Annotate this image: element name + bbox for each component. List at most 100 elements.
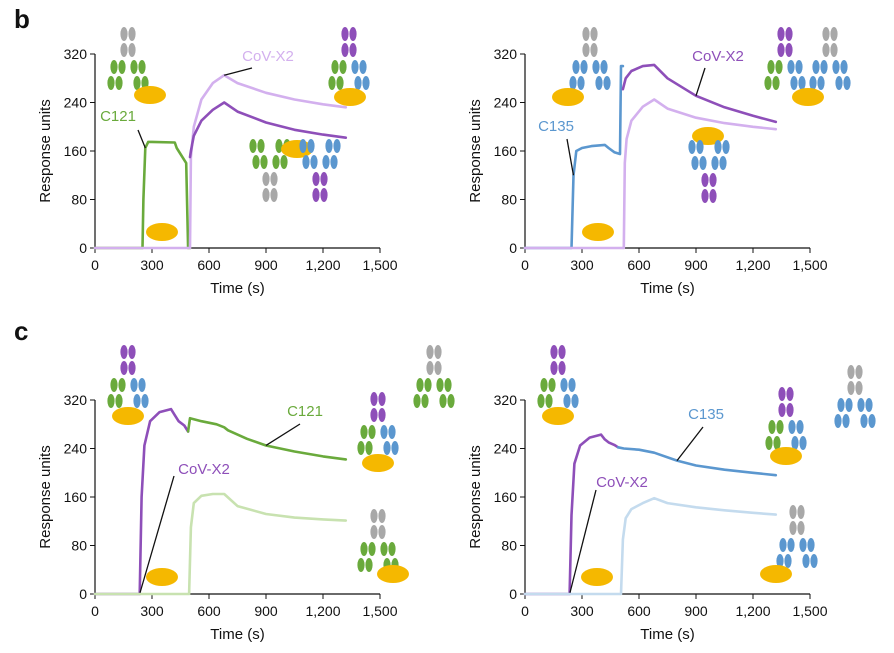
series-leader-line xyxy=(265,423,301,447)
antibody-domain-icon xyxy=(120,361,128,375)
antibody-domain-icon xyxy=(378,509,386,523)
antibody-domain-icon xyxy=(779,538,787,552)
antibody-domain-icon xyxy=(855,381,863,395)
rbd-icon xyxy=(582,223,614,241)
antibody-domain-icon xyxy=(128,27,136,41)
antibody-domain-icon xyxy=(252,155,260,169)
antibody-domain-icon xyxy=(118,378,126,392)
series-line-c135 xyxy=(616,445,778,477)
antibody-domain-icon xyxy=(722,140,730,154)
antibody-domain-icon xyxy=(569,76,577,90)
y-tick-label: 240 xyxy=(64,95,88,111)
antibody-domain-icon xyxy=(270,188,278,202)
antibody-domain-icon xyxy=(360,542,368,556)
antibody-domain-icon xyxy=(341,43,349,57)
antibody-domain-icon xyxy=(568,378,576,392)
antibody-domain-icon xyxy=(130,378,138,392)
antibody-domain-icon xyxy=(331,60,339,74)
antibody-domain-icon xyxy=(603,76,611,90)
antibody-domain-icon xyxy=(711,156,719,170)
rbd-icon xyxy=(760,565,792,583)
panel-label-b: b xyxy=(14,4,30,34)
antibody-domain-icon xyxy=(582,43,590,57)
antibody-domain-icon xyxy=(436,378,444,392)
x-tick-label: 600 xyxy=(197,257,221,273)
antibody-domain-icon xyxy=(378,525,386,539)
antibody-domain-icon xyxy=(855,365,863,379)
antibody-domain-icon xyxy=(307,139,315,153)
antibody-domain-icon xyxy=(845,398,853,412)
antibody-domain-icon xyxy=(120,345,128,359)
antibody-domain-icon xyxy=(768,420,776,434)
antibody-domain-icon xyxy=(802,554,810,568)
antibody-domain-icon xyxy=(413,394,421,408)
antibody-domain-icon xyxy=(138,60,146,74)
x-tick-label: 300 xyxy=(570,257,594,273)
antibody-domain-icon xyxy=(118,60,126,74)
antibody-domain-icon xyxy=(120,43,128,57)
series-label: CoV-X2 xyxy=(596,474,648,491)
antibody-domain-icon xyxy=(391,441,399,455)
x-tick-label: 900 xyxy=(254,257,278,273)
rbd-icon xyxy=(581,568,613,586)
antibody-domain-icon xyxy=(580,60,588,74)
antibody-domain-icon xyxy=(688,140,696,154)
x-tick-label: 1,200 xyxy=(305,257,340,273)
antibody-domain-icon xyxy=(368,542,376,556)
y-axis-label: Response units xyxy=(467,445,484,548)
series-label: C121 xyxy=(100,108,136,125)
antibody-domain-icon xyxy=(822,43,830,57)
antibody-domain-icon xyxy=(798,76,806,90)
x-tick-label: 1,200 xyxy=(735,603,770,619)
x-tick-label: 300 xyxy=(140,257,164,273)
antibody-domain-icon xyxy=(558,361,566,375)
antibody-domain-icon xyxy=(797,505,805,519)
y-tick-label: 240 xyxy=(494,441,518,457)
antibody-domain-icon xyxy=(320,172,328,186)
antibody-domain-icon xyxy=(388,425,396,439)
x-tick-label: 0 xyxy=(521,257,529,273)
antibody-domain-icon xyxy=(840,60,848,74)
antibody-domain-icon xyxy=(699,156,707,170)
antibody-domain-icon xyxy=(128,345,136,359)
series-line-cov-x2 xyxy=(93,73,348,250)
antibody-domain-icon xyxy=(590,27,598,41)
antibody-domain-icon xyxy=(860,414,868,428)
antibody-domain-icon xyxy=(773,436,781,450)
antibody-domain-icon xyxy=(820,60,828,74)
x-tick-label: 600 xyxy=(627,257,651,273)
series-leader-line xyxy=(566,138,575,176)
x-tick-label: 0 xyxy=(521,603,529,619)
y-tick-label: 0 xyxy=(79,240,87,256)
y-tick-label: 0 xyxy=(79,586,87,602)
series-line-c121-alone xyxy=(93,492,348,596)
y-tick-label: 160 xyxy=(64,143,88,159)
antibody-domain-icon xyxy=(709,173,717,187)
y-tick-label: 0 xyxy=(509,586,517,602)
series-line-cov-x2 xyxy=(523,433,620,596)
antibody-domain-icon xyxy=(275,139,283,153)
antibody-domain-icon xyxy=(577,76,585,90)
antibody-domain-icon xyxy=(370,392,378,406)
antibody-domain-icon xyxy=(141,394,149,408)
antibody-domain-icon xyxy=(835,76,843,90)
antibody-domain-icon xyxy=(388,542,396,556)
antibody-domain-icon xyxy=(115,394,123,408)
rbd-icon xyxy=(770,447,802,465)
antibody-domain-icon xyxy=(351,60,359,74)
rbd-icon xyxy=(334,88,366,106)
antibody-domain-icon xyxy=(368,425,376,439)
x-tick-label: 0 xyxy=(91,603,99,619)
antibody-domain-icon xyxy=(558,345,566,359)
x-tick-label: 300 xyxy=(140,603,164,619)
antibody-domain-icon xyxy=(832,60,840,74)
antibody-domain-icon xyxy=(434,345,442,359)
x-tick-label: 300 xyxy=(570,603,594,619)
series-line-c121-then-cov-x2 xyxy=(188,101,348,159)
antibody-domain-icon xyxy=(548,378,556,392)
x-axis-label: Time (s) xyxy=(640,626,694,643)
antibody-domain-icon xyxy=(764,76,772,90)
series-label: C135 xyxy=(538,118,574,135)
antibody-domain-icon xyxy=(540,378,548,392)
x-tick-label: 900 xyxy=(684,257,708,273)
